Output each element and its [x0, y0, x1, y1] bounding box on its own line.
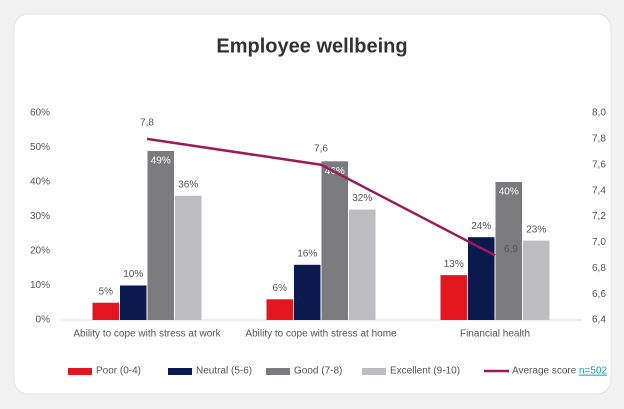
y-tick-label: 20% — [30, 246, 50, 257]
bar-value-label: 40% — [499, 187, 519, 198]
bar — [92, 302, 119, 320]
bar — [120, 285, 147, 320]
y-tick-label: 50% — [30, 142, 50, 153]
bar-value-label: 23% — [526, 224, 546, 235]
y2-tick-label: 6,4 — [592, 315, 606, 326]
y-tick-label: 30% — [30, 211, 50, 222]
bar — [175, 195, 202, 320]
bar-value-label: 10% — [123, 269, 143, 280]
bar — [321, 161, 348, 320]
y2-tick-label: 7,8 — [592, 134, 606, 145]
bar-value-label: 36% — [178, 179, 198, 190]
legend-swatch — [168, 368, 192, 375]
bar — [495, 182, 522, 320]
y2-tick-label: 7,6 — [592, 159, 606, 170]
line-value-label: 6,9 — [504, 244, 518, 255]
legend-label: Good (7-8) — [294, 366, 342, 377]
bar-value-label: 6% — [273, 283, 288, 294]
legend-label: Poor (0-4) — [96, 366, 141, 377]
y2-tick-label: 7,0 — [592, 237, 606, 248]
chart-title: Employee wellbeing — [216, 35, 407, 57]
legend-swatch — [362, 368, 386, 375]
x-tick-label: Ability to cope with stress at home — [245, 329, 397, 340]
y2-tick-label: 7,2 — [592, 211, 606, 222]
bar-value-label: 32% — [352, 193, 372, 204]
y-tick-label: 0% — [36, 315, 51, 326]
average-line — [146, 137, 496, 257]
bar — [468, 237, 495, 320]
legend-swatch — [266, 368, 290, 375]
bar — [294, 264, 321, 320]
y2-tick-label: 8,0 — [592, 108, 606, 119]
line-value-label: 7,8 — [140, 118, 154, 129]
bar-value-label: 24% — [471, 221, 491, 232]
legend-label: Neutral (5-6) — [196, 366, 252, 377]
y-tick-label: 10% — [30, 280, 50, 291]
bar — [349, 209, 376, 320]
sample-size-link[interactable]: n=502 — [579, 366, 608, 377]
bar — [523, 240, 550, 320]
bar-value-label: 5% — [99, 286, 114, 297]
x-tick-label: Financial health — [460, 329, 530, 340]
y2-tick-label: 6,8 — [592, 263, 606, 274]
x-tick-label: Ability to cope with stress at work — [73, 329, 221, 340]
bar-value-label: 49% — [151, 156, 171, 167]
bar — [266, 299, 293, 320]
legend-swatch — [68, 368, 92, 375]
y-tick-label: 60% — [30, 108, 50, 119]
y2-tick-label: 7,4 — [592, 185, 606, 196]
y-tick-label: 40% — [30, 177, 50, 188]
legend-label: Average score — [512, 366, 577, 377]
bar-value-label: 13% — [444, 259, 464, 270]
bar-value-label: 16% — [297, 248, 317, 259]
bar — [147, 150, 174, 320]
y2-tick-label: 6,6 — [592, 289, 606, 300]
bar — [440, 275, 467, 320]
line-value-label: 7,6 — [314, 143, 328, 154]
legend-label: Excellent (9-10) — [390, 366, 460, 377]
